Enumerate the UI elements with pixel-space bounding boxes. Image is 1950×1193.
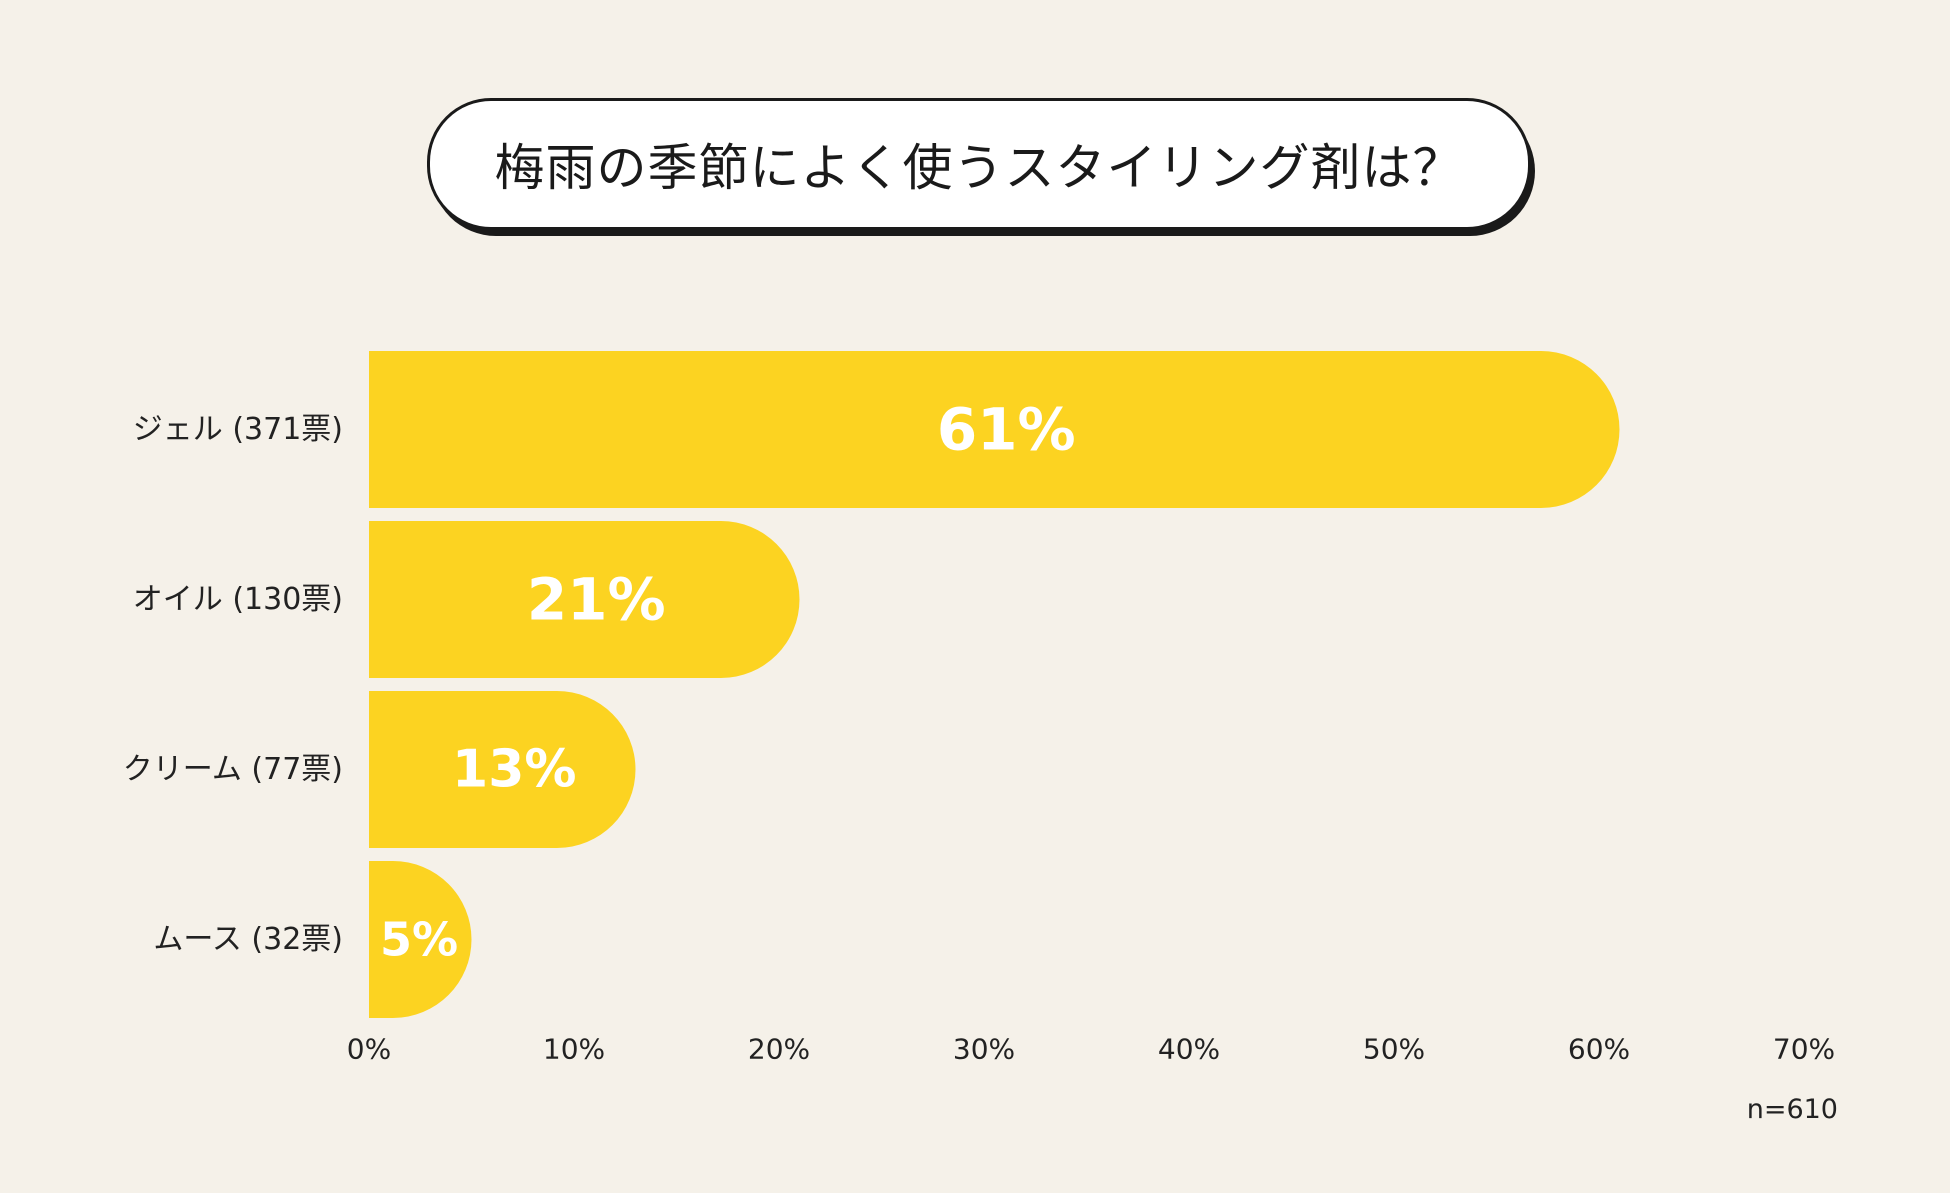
value-label-1: 21% [527,566,666,634]
category-label-1: オイル (130票) [133,582,343,617]
sample-size-note: n=610 [1746,1094,1838,1125]
value-label-2: 13% [452,740,576,800]
value-label-3: 5% [380,913,458,967]
x-tick-label-2: 20% [748,1033,810,1066]
bar-1 [369,521,800,678]
x-tick-label-4: 40% [1158,1033,1220,1066]
title-container: 梅雨の季節によく使うスタイリング剤は？ [427,98,1535,236]
x-tick-label-0: 0% [347,1033,391,1066]
bar-3 [369,861,472,1018]
bar-0 [369,351,1620,508]
x-tick-label-6: 60% [1568,1033,1630,1066]
category-label-3: ムース (32票) [153,922,343,957]
title-pill: 梅雨の季節によく使うスタイリング剤は？ [427,98,1531,230]
value-label-0: 61% [937,396,1076,464]
chart-title: 梅雨の季節によく使うスタイリング剤は？ [494,139,1464,197]
x-tick-label-1: 10% [543,1033,605,1066]
x-tick-label-3: 30% [953,1033,1015,1066]
x-tick-label-5: 50% [1363,1033,1425,1066]
category-label-2: クリーム (77票) [123,752,343,787]
x-tick-label-7: 70% [1773,1033,1835,1066]
category-label-0: ジェル (371票) [133,412,343,447]
bar-2 [369,691,636,848]
